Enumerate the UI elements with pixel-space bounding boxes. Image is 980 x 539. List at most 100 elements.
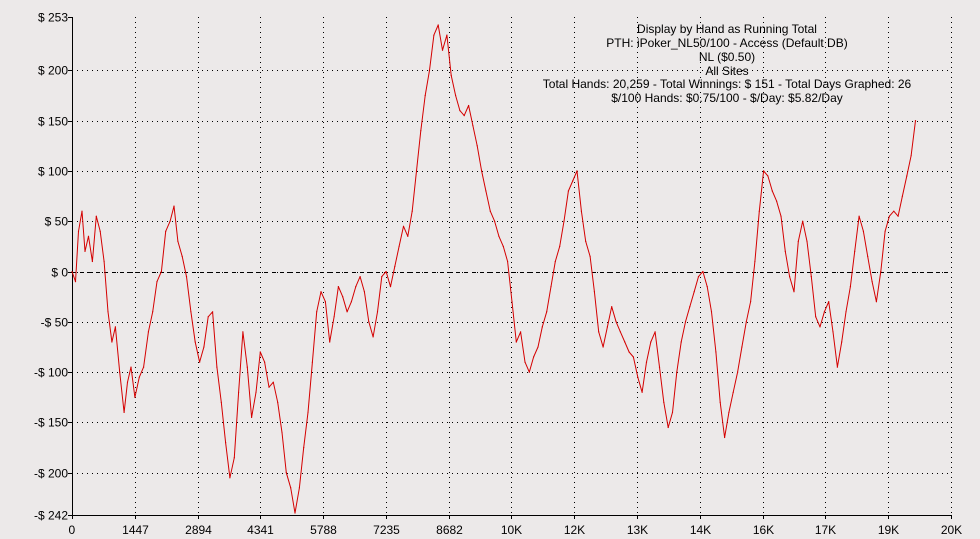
series-point (784, 250, 786, 252)
series-point (836, 366, 839, 368)
series-point (95, 215, 97, 217)
series-point (641, 391, 643, 393)
series-point (520, 331, 522, 333)
series-point (602, 346, 604, 348)
series-point (589, 255, 591, 257)
series-point (173, 205, 175, 207)
series-lines (71, 24, 917, 514)
series-point (255, 391, 257, 393)
series-point (481, 170, 483, 172)
series-point (819, 326, 821, 328)
series-point (138, 376, 140, 378)
series-point (74, 281, 77, 283)
chart-title: Display by Hand as Running Total (637, 22, 817, 36)
series-point (658, 366, 661, 368)
y-tick-label: $ 50 (45, 215, 69, 229)
series-point (567, 190, 570, 192)
series-point (559, 245, 561, 247)
series-point (541, 326, 543, 328)
series-point (216, 366, 218, 368)
x-tick-label: 12K (564, 523, 585, 537)
series-point (437, 24, 439, 26)
series-point (368, 321, 370, 323)
series-point (611, 306, 613, 308)
x-tick-label: 19K (878, 523, 899, 537)
x-tick-label: 2894 (185, 523, 212, 537)
series-point (394, 265, 396, 268)
series-point (732, 391, 734, 393)
series-point (637, 376, 639, 378)
series-point (290, 487, 292, 489)
x-tick-label: 1447 (122, 523, 149, 537)
series-point (585, 240, 587, 242)
x-tick-label: 4341 (247, 523, 274, 537)
series-point (441, 49, 444, 51)
series-point (424, 94, 426, 97)
series-point (832, 331, 834, 333)
series-point (754, 260, 756, 263)
series-point (316, 311, 318, 313)
series-point (428, 69, 431, 71)
series-point (693, 291, 695, 293)
series-point (350, 301, 352, 303)
series-point (103, 260, 105, 263)
series-point (880, 270, 882, 273)
series-point (598, 331, 600, 333)
series-point (337, 286, 339, 288)
series-point (875, 301, 878, 303)
series-point (771, 190, 773, 192)
series-point (107, 311, 109, 313)
series-point (737, 371, 739, 373)
y-tick-label: -$ 100 (34, 366, 68, 380)
series-point (123, 411, 125, 413)
series-point (134, 396, 136, 398)
series-point (849, 286, 852, 288)
series-point (119, 371, 121, 373)
series-point (81, 210, 83, 212)
series-point (281, 431, 283, 434)
series-point (385, 270, 387, 273)
x-tick-label: 20K (941, 523, 962, 537)
series-point (342, 296, 344, 298)
series-point (854, 250, 856, 252)
series-point (87, 235, 90, 237)
series-point (485, 190, 487, 192)
series-point (776, 200, 778, 202)
series-point (802, 220, 804, 222)
series-point (468, 104, 470, 107)
x-tick-label: 5788 (310, 523, 337, 537)
series-point (165, 230, 167, 232)
series-point (715, 351, 717, 353)
series-point (645, 361, 648, 363)
series-point (212, 311, 214, 313)
series-point (632, 356, 635, 358)
series-point (546, 311, 548, 313)
grid-lines (72, 17, 952, 515)
series-point (697, 276, 700, 278)
series-point (203, 346, 205, 348)
series-point (498, 235, 500, 237)
series-point (524, 361, 526, 363)
x-axis-ticks: 0 1447 2894 4341 5788 7235 8682 10K 12K 13K 14K 16K… (69, 515, 962, 537)
info-line-5: $/100 Hands: $0.75/100 - $/Day: $5.82/Da… (611, 91, 843, 105)
series-point (502, 245, 504, 247)
series-point (511, 301, 513, 303)
series-point (111, 341, 113, 343)
series-point (593, 291, 596, 293)
series-point (259, 351, 261, 353)
x-tick-label: 8682 (436, 523, 463, 537)
series-point (246, 366, 248, 368)
series-point (285, 472, 287, 474)
x-tick-label: 14K (690, 523, 711, 537)
y-tick-label: -$ 200 (34, 467, 68, 481)
chart-info-box: Display by Hand as Running Total PTH: iP… (543, 22, 912, 105)
series-point (160, 270, 162, 273)
series-point (758, 210, 760, 212)
x-tick-label: 7235 (373, 523, 400, 537)
series-point (797, 240, 799, 242)
series-point (126, 381, 129, 383)
series-point (815, 316, 817, 318)
series-point (359, 276, 361, 278)
series-point (533, 356, 535, 358)
